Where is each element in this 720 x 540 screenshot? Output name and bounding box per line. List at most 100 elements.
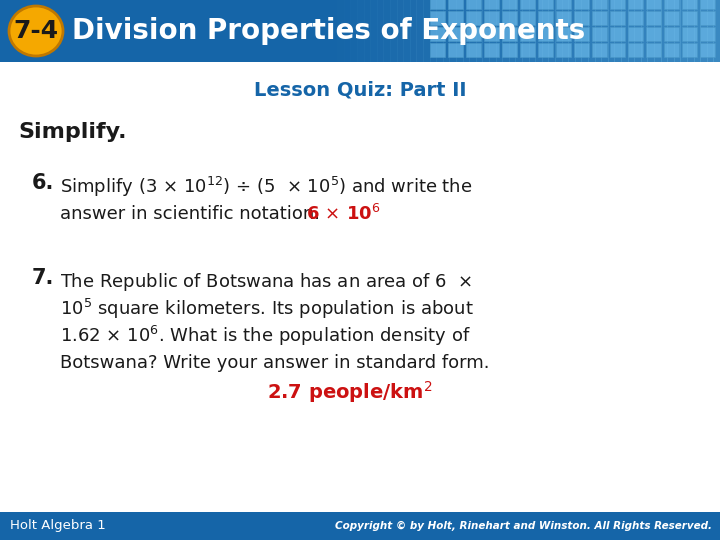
FancyBboxPatch shape bbox=[610, 0, 625, 9]
FancyBboxPatch shape bbox=[641, 0, 649, 62]
FancyBboxPatch shape bbox=[403, 0, 411, 62]
Text: 1.62 $\times$ 10$^{6}$. What is the population density of: 1.62 $\times$ 10$^{6}$. What is the popu… bbox=[60, 324, 471, 348]
FancyBboxPatch shape bbox=[654, 0, 662, 62]
FancyBboxPatch shape bbox=[661, 0, 668, 62]
FancyBboxPatch shape bbox=[646, 43, 661, 57]
FancyBboxPatch shape bbox=[701, 0, 708, 62]
FancyBboxPatch shape bbox=[700, 27, 715, 41]
FancyBboxPatch shape bbox=[574, 43, 589, 57]
FancyBboxPatch shape bbox=[522, 0, 530, 62]
FancyBboxPatch shape bbox=[664, 11, 679, 25]
FancyBboxPatch shape bbox=[423, 0, 431, 62]
FancyBboxPatch shape bbox=[482, 0, 490, 62]
FancyBboxPatch shape bbox=[680, 0, 688, 62]
FancyBboxPatch shape bbox=[682, 27, 697, 41]
FancyBboxPatch shape bbox=[614, 0, 622, 62]
FancyBboxPatch shape bbox=[574, 0, 589, 9]
FancyBboxPatch shape bbox=[574, 11, 589, 25]
FancyBboxPatch shape bbox=[502, 27, 517, 41]
Text: The Republic of Botswana has an area of 6  $\times$: The Republic of Botswana has an area of … bbox=[60, 271, 472, 293]
FancyBboxPatch shape bbox=[707, 0, 714, 62]
FancyBboxPatch shape bbox=[463, 0, 470, 62]
FancyBboxPatch shape bbox=[456, 0, 464, 62]
Text: Simplify (3 $\times$ 10$^{12}$) $\div$ (5  $\times$ 10$^{5}$) and write the: Simplify (3 $\times$ 10$^{12}$) $\div$ (… bbox=[60, 175, 472, 199]
FancyBboxPatch shape bbox=[484, 43, 499, 57]
FancyBboxPatch shape bbox=[538, 27, 553, 41]
FancyBboxPatch shape bbox=[628, 11, 643, 25]
FancyBboxPatch shape bbox=[430, 43, 445, 57]
FancyBboxPatch shape bbox=[693, 0, 701, 62]
FancyBboxPatch shape bbox=[646, 27, 661, 41]
FancyBboxPatch shape bbox=[646, 11, 661, 25]
FancyBboxPatch shape bbox=[520, 11, 535, 25]
FancyBboxPatch shape bbox=[592, 43, 607, 57]
FancyBboxPatch shape bbox=[484, 11, 499, 25]
FancyBboxPatch shape bbox=[449, 0, 457, 62]
FancyBboxPatch shape bbox=[608, 0, 616, 62]
FancyBboxPatch shape bbox=[588, 0, 595, 62]
FancyBboxPatch shape bbox=[664, 0, 679, 9]
FancyBboxPatch shape bbox=[610, 43, 625, 57]
Text: 2.7 people/km$^{2}$: 2.7 people/km$^{2}$ bbox=[267, 379, 433, 405]
FancyBboxPatch shape bbox=[556, 43, 571, 57]
FancyBboxPatch shape bbox=[370, 0, 378, 62]
FancyBboxPatch shape bbox=[436, 0, 444, 62]
Text: 7.: 7. bbox=[32, 268, 55, 288]
FancyBboxPatch shape bbox=[448, 0, 463, 9]
FancyBboxPatch shape bbox=[416, 0, 424, 62]
FancyBboxPatch shape bbox=[700, 11, 715, 25]
Text: Lesson Quiz: Part II: Lesson Quiz: Part II bbox=[253, 80, 467, 99]
FancyBboxPatch shape bbox=[535, 0, 543, 62]
FancyBboxPatch shape bbox=[509, 0, 516, 62]
FancyBboxPatch shape bbox=[448, 27, 463, 41]
Text: 6 $\times$ 10$^{6}$: 6 $\times$ 10$^{6}$ bbox=[306, 204, 381, 224]
FancyBboxPatch shape bbox=[466, 43, 481, 57]
FancyBboxPatch shape bbox=[700, 0, 715, 9]
FancyBboxPatch shape bbox=[383, 0, 391, 62]
FancyBboxPatch shape bbox=[592, 27, 607, 41]
FancyBboxPatch shape bbox=[574, 27, 589, 41]
FancyBboxPatch shape bbox=[687, 0, 695, 62]
FancyBboxPatch shape bbox=[397, 0, 404, 62]
FancyBboxPatch shape bbox=[549, 0, 556, 62]
FancyBboxPatch shape bbox=[430, 27, 445, 41]
FancyBboxPatch shape bbox=[664, 43, 679, 57]
FancyBboxPatch shape bbox=[562, 0, 570, 62]
FancyBboxPatch shape bbox=[430, 11, 445, 25]
FancyBboxPatch shape bbox=[0, 512, 720, 540]
FancyBboxPatch shape bbox=[714, 0, 720, 62]
FancyBboxPatch shape bbox=[568, 0, 576, 62]
FancyBboxPatch shape bbox=[601, 0, 609, 62]
FancyBboxPatch shape bbox=[700, 43, 715, 57]
FancyBboxPatch shape bbox=[538, 0, 553, 9]
FancyBboxPatch shape bbox=[682, 0, 697, 9]
FancyBboxPatch shape bbox=[592, 0, 607, 9]
FancyBboxPatch shape bbox=[390, 0, 397, 62]
FancyBboxPatch shape bbox=[503, 0, 510, 62]
FancyBboxPatch shape bbox=[646, 0, 661, 9]
FancyBboxPatch shape bbox=[476, 0, 483, 62]
FancyBboxPatch shape bbox=[541, 0, 549, 62]
Text: Division Properties of Exponents: Division Properties of Exponents bbox=[72, 17, 585, 45]
FancyBboxPatch shape bbox=[555, 0, 562, 62]
FancyBboxPatch shape bbox=[582, 0, 589, 62]
FancyBboxPatch shape bbox=[556, 27, 571, 41]
FancyBboxPatch shape bbox=[674, 0, 681, 62]
FancyBboxPatch shape bbox=[443, 0, 451, 62]
FancyBboxPatch shape bbox=[502, 0, 517, 9]
FancyBboxPatch shape bbox=[682, 43, 697, 57]
FancyBboxPatch shape bbox=[448, 43, 463, 57]
FancyBboxPatch shape bbox=[520, 27, 535, 41]
Text: 10$^{5}$ square kilometers. Its population is about: 10$^{5}$ square kilometers. Its populati… bbox=[60, 297, 474, 321]
FancyBboxPatch shape bbox=[667, 0, 675, 62]
Text: answer in scientific notation.: answer in scientific notation. bbox=[60, 205, 320, 223]
FancyBboxPatch shape bbox=[610, 27, 625, 41]
FancyBboxPatch shape bbox=[466, 11, 481, 25]
Text: Botswana? Write your answer in standard form.: Botswana? Write your answer in standard … bbox=[60, 354, 490, 372]
Text: Holt Algebra 1: Holt Algebra 1 bbox=[10, 519, 106, 532]
Ellipse shape bbox=[9, 6, 63, 56]
FancyBboxPatch shape bbox=[592, 11, 607, 25]
FancyBboxPatch shape bbox=[628, 43, 643, 57]
FancyBboxPatch shape bbox=[610, 11, 625, 25]
FancyBboxPatch shape bbox=[502, 11, 517, 25]
